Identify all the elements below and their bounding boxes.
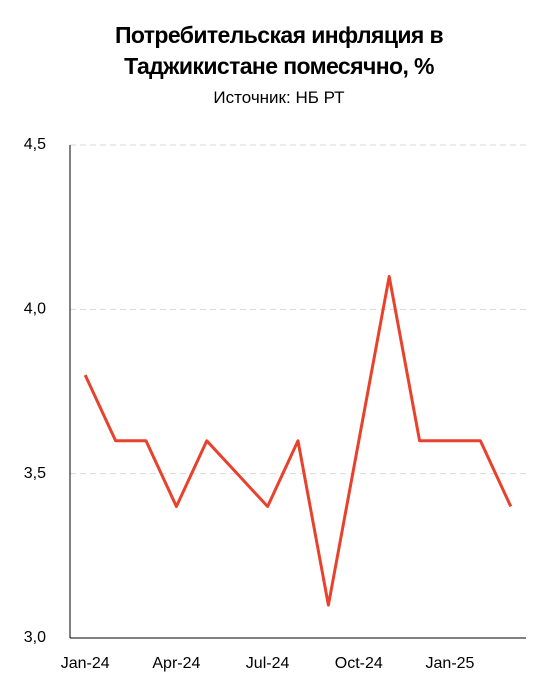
y-tick-label: 4,5 [24, 136, 46, 153]
x-tick-label: Jan-24 [61, 655, 110, 672]
chart-subtitle: Источник: НБ РТ [213, 88, 345, 107]
y-tick-label: 4,0 [24, 301, 46, 318]
x-tick-label: Oct-24 [335, 655, 383, 672]
x-tick-label: Apr-24 [152, 655, 200, 672]
x-tick-label: Jan-25 [426, 655, 475, 672]
data-line [83, 274, 513, 607]
y-tick-label: 3,0 [24, 629, 46, 646]
x-tick-label: Jul-24 [246, 655, 290, 672]
chart-title: Потребительская инфляция в Таджикистане … [114, 22, 444, 79]
y-tick-label: 3,5 [24, 465, 46, 482]
